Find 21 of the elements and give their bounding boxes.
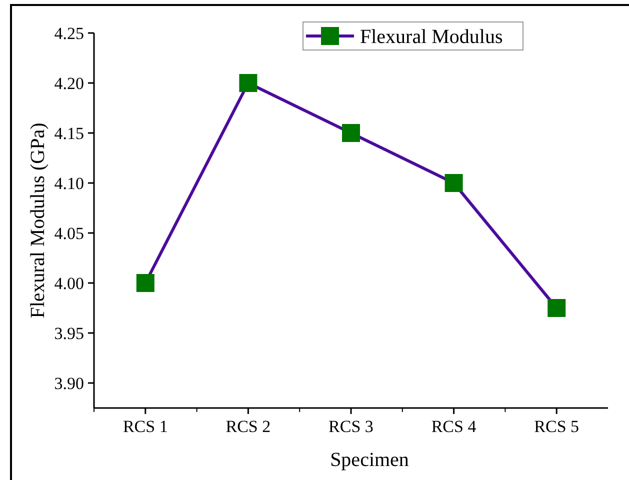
- y-tick-label: 4.05: [54, 224, 84, 243]
- y-tick-label: 4.10: [54, 174, 84, 193]
- y-tick-label: 4.15: [54, 124, 84, 143]
- x-axis-title: Specimen: [330, 449, 409, 471]
- y-tick-label: 4.20: [54, 74, 84, 93]
- x-tick-label: RCS 5: [534, 417, 580, 436]
- y-tick-label: 3.90: [54, 374, 84, 393]
- y-tick-label: 3.95: [54, 324, 84, 343]
- x-tick-label: RCS 4: [431, 417, 477, 436]
- x-tick-label: RCS 1: [122, 417, 168, 436]
- point: [548, 299, 566, 317]
- point: [239, 74, 258, 92]
- y-tick-label: 4.25: [54, 24, 84, 43]
- x-tick-label: RCS 3: [328, 417, 374, 436]
- point: [136, 274, 154, 292]
- point: [444, 174, 463, 192]
- y-axis-title: Flexural Modulus (GPa): [27, 122, 49, 318]
- point: [342, 124, 360, 142]
- y-tick-label: 4.00: [54, 274, 84, 293]
- legend-label: Flexural Modulus: [360, 26, 503, 48]
- x-tick-label: RCS 2: [226, 417, 271, 436]
